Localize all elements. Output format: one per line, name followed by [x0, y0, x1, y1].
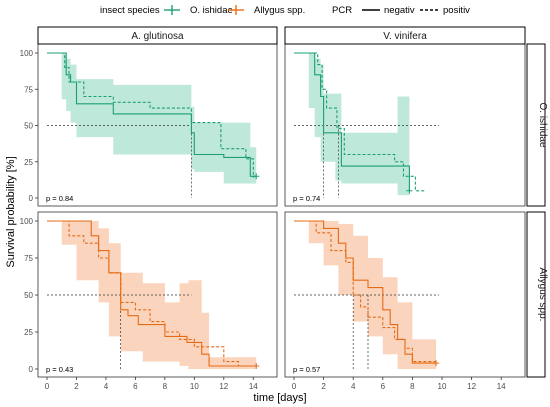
- censor-mark: [253, 363, 260, 370]
- panel-3: p = 0.57: [284, 211, 526, 378]
- survival-curve-positiv: [47, 220, 240, 366]
- panel-0: p = 0.84: [37, 43, 278, 207]
- confidence-band: [294, 53, 410, 196]
- column-strip-box: [284, 26, 526, 45]
- x-tick-label: 2: [321, 382, 326, 391]
- censor-mark: [253, 173, 260, 180]
- panel-1: p = 0.74: [284, 43, 526, 207]
- x-tick-label: 2: [74, 382, 79, 391]
- censor-mark: [433, 360, 440, 367]
- confidence-band: [294, 221, 437, 369]
- row-strip-box: [526, 211, 546, 378]
- y-tick-label: 0: [29, 365, 34, 374]
- survival-curve-negativ: [294, 52, 410, 191]
- axes: 0 25 50 75 100 0 25 50 75 100 0 2 4 6 8 10 12 14 0 2 4 6 8 10 12…: [20, 49, 507, 391]
- x-axis-title: time [days]: [253, 392, 306, 404]
- y-tick-label: 0: [29, 194, 34, 203]
- facet-strips: A. glutinosa V. vinifera O. ishidae Allygus…: [37, 26, 548, 378]
- column-strip-label: A. glutinosa: [131, 31, 184, 42]
- survival-curve-negativ: [294, 220, 437, 364]
- panel-2: p = 0.43: [37, 211, 278, 378]
- legend-species-title: insect species: [100, 5, 160, 16]
- legend-species-label: O. ishidae: [190, 5, 233, 16]
- p-value-label: p = 0.43: [46, 365, 73, 374]
- x-tick-label: 14: [497, 382, 506, 391]
- censor-mark: [406, 187, 413, 194]
- legend-species-group: O. ishidae Allygus spp.: [164, 5, 305, 16]
- x-tick-label: 6: [381, 382, 386, 391]
- survival-curve-positiv: [47, 52, 254, 178]
- x-tick-label: 6: [133, 382, 138, 391]
- column-strip-label: V. vinifera: [383, 31, 427, 42]
- x-tick-label: 8: [163, 382, 168, 391]
- x-tick-label: 4: [104, 382, 109, 391]
- survival-curve-positiv: [294, 52, 425, 192]
- x-tick-label: 14: [249, 382, 258, 391]
- p-value-label: p = 0.84: [46, 194, 73, 203]
- row-strip-box: [526, 43, 546, 207]
- survival-curve-positiv: [294, 220, 437, 363]
- x-tick-label: 4: [351, 382, 356, 391]
- y-tick-label: 100: [20, 49, 34, 58]
- facet-panels: p = 0.84 p = 0.74 p = 0.43 p = 0.57: [37, 43, 526, 378]
- column-strip-box: [37, 26, 278, 45]
- confidence-band: [47, 53, 257, 184]
- y-tick-label: 50: [24, 291, 33, 300]
- p-value-label: p = 0.57: [293, 365, 320, 374]
- x-tick-label: 12: [467, 382, 476, 391]
- row-strip-label: O. ishidae: [537, 102, 548, 147]
- row-strip-label: Allygus spp.: [537, 268, 548, 322]
- p-value-label: p = 0.74: [293, 194, 320, 203]
- legend-species-label: Allygus spp.: [254, 5, 305, 16]
- survival-curve-negativ: [47, 52, 257, 177]
- x-tick-label: 8: [410, 382, 415, 391]
- x-tick-label: 0: [45, 382, 50, 391]
- y-tick-label: 25: [24, 158, 33, 167]
- y-tick-label: 50: [24, 122, 33, 131]
- y-tick-label: 75: [24, 254, 33, 263]
- y-axis-title: Survival probability [%]: [5, 156, 17, 267]
- legend-pcr-label: negativ: [384, 5, 415, 16]
- x-tick-label: 10: [438, 382, 447, 391]
- x-tick-label: 0: [292, 382, 297, 391]
- x-tick-label: 10: [190, 382, 199, 391]
- legend-pcr-group: negativ positiv: [362, 5, 470, 16]
- legend-pcr-label: positiv: [443, 5, 470, 16]
- legend: insect species O. ishidae Allygus spp. PC…: [100, 5, 470, 16]
- legend-pcr-title: PCR: [332, 5, 352, 16]
- y-tick-label: 100: [20, 217, 34, 226]
- y-tick-label: 25: [24, 328, 33, 337]
- y-tick-label: 75: [24, 85, 33, 94]
- x-tick-label: 12: [219, 382, 228, 391]
